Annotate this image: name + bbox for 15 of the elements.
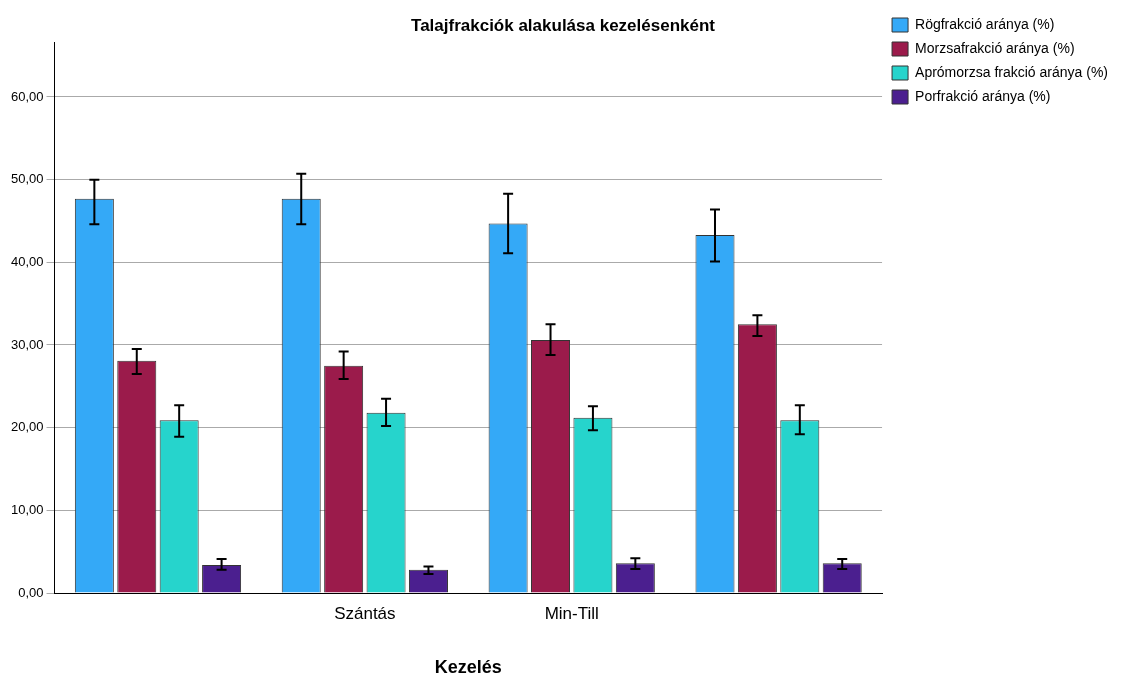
y-tick-label: 60,00 xyxy=(10,88,44,104)
legend-label: Porfrakció aránya (%) xyxy=(915,87,1051,104)
x-tick-label: Min-Till xyxy=(544,603,599,623)
y-tick-label: 40,00 xyxy=(10,253,44,269)
x-tick-label: Szántás xyxy=(334,603,396,623)
x-axis-title: Kezelés xyxy=(434,657,502,678)
y-tick-label: 50,00 xyxy=(10,171,44,187)
y-tick-label: 20,00 xyxy=(10,419,44,435)
y-tick-label: 10,00 xyxy=(10,501,44,517)
legend-label: Rögfrakció aránya (%) xyxy=(915,15,1055,32)
y-tick-label: 0,00 xyxy=(18,584,44,600)
legend-label: Aprómorzsa frakció aránya (%) xyxy=(915,63,1108,80)
y-tick-label: 30,00 xyxy=(10,336,44,352)
legend-label: Morzsafrakció aránya (%) xyxy=(915,39,1075,56)
chart-title: Talajfrakciók alakulása kezelésenként xyxy=(411,15,716,35)
